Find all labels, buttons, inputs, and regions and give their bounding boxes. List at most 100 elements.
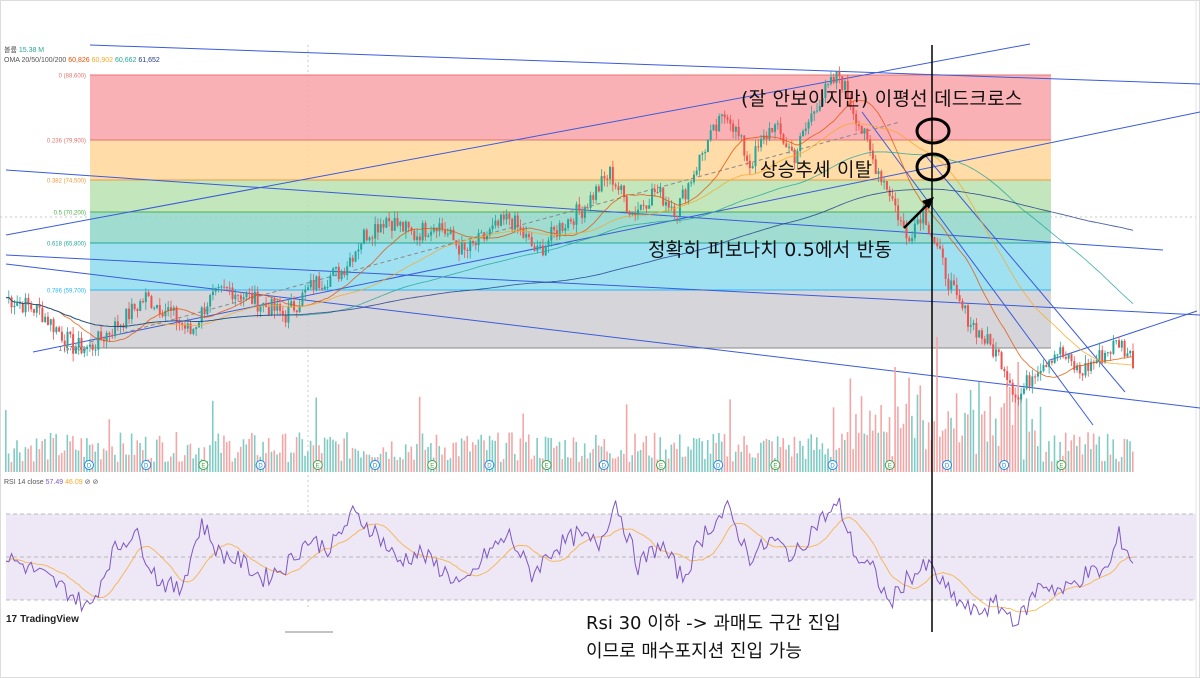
fib-zone-0 — [90, 75, 1051, 140]
candle-body — [1067, 354, 1070, 359]
candle-body — [972, 322, 975, 326]
volume-bar — [1017, 362, 1019, 472]
candle-body — [376, 224, 379, 233]
volume-bar — [964, 412, 966, 472]
volume-bar — [609, 453, 611, 472]
candle-body — [947, 278, 950, 290]
volume-bar — [1109, 454, 1112, 472]
volume-bar — [474, 444, 477, 472]
settings-icon[interactable]: ⊘ — [92, 479, 99, 486]
volume-bar — [100, 459, 102, 472]
volume-bar — [418, 396, 421, 472]
candle-body — [606, 178, 609, 180]
candle-body — [153, 307, 156, 309]
volume-bar — [617, 456, 620, 472]
fib-zone-0.786 — [90, 290, 1051, 348]
candle-body — [953, 280, 956, 285]
candle-body — [541, 245, 544, 256]
volume-bar — [743, 436, 745, 472]
tradingview-logo[interactable]: 17 TradingView — [6, 614, 79, 625]
candle-body — [709, 130, 712, 140]
volume-bar — [446, 460, 449, 472]
candle-body — [1101, 350, 1104, 363]
candle-body — [125, 308, 128, 328]
volume-bar — [673, 442, 675, 472]
volume-bar — [323, 437, 326, 472]
candle-body — [362, 229, 365, 244]
candle-body — [237, 294, 240, 296]
candle-body — [1053, 354, 1056, 363]
ma-line-20 — [5, 99, 1134, 378]
candle-body — [1064, 356, 1067, 359]
volume-bar — [133, 454, 136, 472]
volume-bar — [1123, 438, 1126, 472]
volume-bar — [326, 439, 329, 472]
volume-bar — [30, 445, 32, 472]
candle-body — [793, 150, 796, 163]
volume-bar — [142, 450, 144, 472]
candle-body — [136, 309, 139, 311]
volume-bar — [729, 399, 731, 472]
volume-bar — [855, 414, 857, 472]
candle-body — [231, 287, 234, 300]
eye-icon[interactable]: ⊘ — [84, 479, 91, 486]
volume-bar — [969, 389, 972, 472]
volume-bar — [558, 441, 561, 472]
candle-body — [181, 323, 184, 325]
volume-bar — [41, 440, 43, 472]
candle-body — [1011, 382, 1014, 395]
candle-body — [142, 301, 145, 303]
candle-body — [379, 224, 382, 233]
candle-body — [922, 206, 925, 224]
candle-body — [734, 126, 737, 132]
candle-body — [441, 223, 444, 230]
volume-bar — [754, 457, 757, 472]
candle-body — [983, 338, 986, 344]
volume-bar — [1076, 445, 1078, 472]
volume-bar — [1078, 436, 1081, 472]
volume-bar — [156, 439, 158, 472]
candle-body — [936, 242, 939, 247]
volume-bar — [21, 461, 24, 472]
marker-label: E — [773, 464, 777, 470]
volume-bar — [659, 437, 661, 472]
volume-bar — [172, 453, 175, 472]
candle-body — [760, 138, 763, 148]
candle-body — [371, 237, 374, 239]
volume-bar — [771, 441, 773, 472]
candle-body — [899, 220, 902, 222]
candle-body — [648, 205, 651, 209]
volume-bar — [192, 458, 194, 472]
ma-value-200: 61,652 — [138, 57, 160, 64]
candle-body — [16, 303, 19, 306]
volume-bar — [1059, 441, 1061, 472]
volume-bar — [88, 444, 91, 472]
volume-bar — [916, 394, 919, 472]
marker-label: D — [716, 464, 721, 470]
candle-body — [273, 298, 276, 311]
trendline-5 — [5, 263, 1200, 409]
candle-body — [855, 113, 858, 125]
candle-body — [130, 303, 133, 320]
volume-bar — [1081, 454, 1084, 472]
candle-body — [346, 266, 349, 276]
volume-bar — [309, 440, 312, 472]
volume-bar — [527, 434, 530, 472]
candle-body — [1003, 369, 1006, 372]
volume-bar — [472, 442, 474, 472]
volume-bar — [925, 449, 927, 472]
uptrend-break-circle — [915, 152, 951, 182]
volume-bar — [452, 442, 455, 472]
volume-bar — [18, 452, 21, 472]
volume-bar — [458, 456, 460, 472]
volume-bar — [911, 415, 913, 472]
marker-E — [884, 460, 895, 470]
rsi-ma-value: 46.09 — [65, 479, 83, 486]
volume-bar — [427, 446, 429, 472]
candle-body — [740, 135, 743, 137]
volume-bar — [1073, 434, 1075, 472]
volume-bar — [567, 457, 569, 472]
volume-bar — [7, 453, 10, 472]
volume-bar — [315, 397, 318, 472]
marker-label: D — [830, 464, 835, 470]
